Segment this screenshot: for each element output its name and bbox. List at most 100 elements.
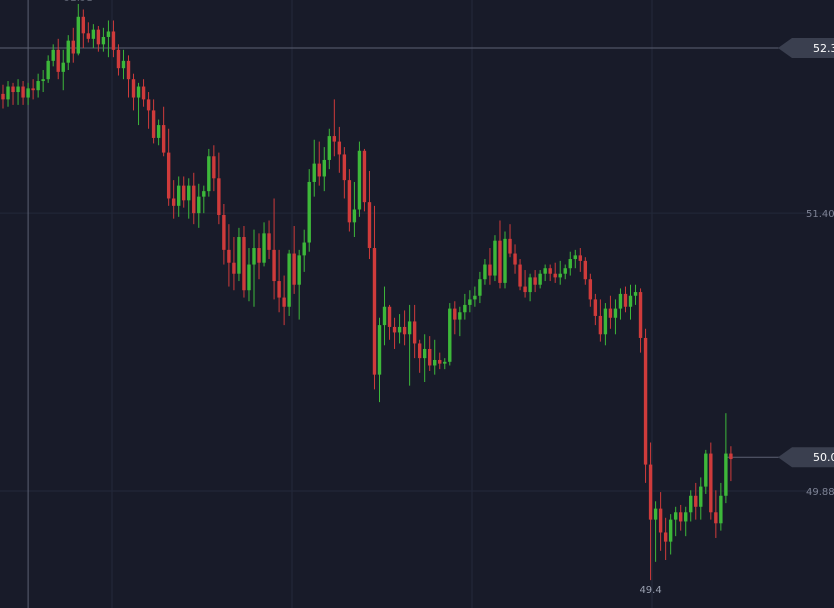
candle-body — [272, 249, 276, 282]
candle — [126, 55, 131, 98]
candle-body — [41, 79, 45, 82]
candle-body — [347, 180, 352, 223]
candle — [36, 73, 40, 98]
candle — [548, 264, 552, 282]
candle-body — [468, 299, 472, 305]
candle — [141, 79, 146, 107]
candle-body — [593, 299, 598, 316]
candle-body — [367, 202, 372, 249]
candle — [287, 249, 291, 316]
candle-body — [166, 152, 171, 199]
candle-body — [392, 326, 397, 333]
candle-body — [61, 62, 65, 72]
candle — [613, 299, 618, 335]
candle-body — [473, 295, 477, 300]
candle-body — [503, 238, 507, 283]
candle — [453, 301, 457, 335]
candle — [543, 264, 547, 282]
candle — [277, 249, 281, 313]
candle-body — [362, 150, 367, 203]
candle-body — [242, 237, 246, 291]
candle — [212, 145, 216, 192]
candle — [21, 81, 25, 105]
candle — [608, 295, 613, 329]
candle-body — [428, 348, 432, 366]
candle — [262, 222, 266, 267]
candle — [382, 286, 387, 346]
candle — [302, 229, 306, 272]
candle — [729, 446, 733, 482]
candle-body — [76, 16, 80, 54]
candle — [56, 38, 60, 80]
candle — [352, 181, 357, 238]
candle — [377, 317, 382, 403]
candle-body — [653, 508, 658, 520]
candle-body — [322, 159, 326, 177]
candle-body — [106, 31, 111, 37]
candle-body — [719, 495, 723, 524]
candle — [86, 22, 91, 43]
candle — [663, 517, 668, 561]
candle — [187, 178, 191, 219]
candle — [6, 81, 10, 107]
candle — [347, 169, 352, 232]
candle — [217, 152, 221, 225]
candle — [106, 20, 111, 58]
candle-body — [1, 93, 5, 100]
candle-body — [483, 264, 487, 280]
candle — [101, 27, 106, 52]
candle-body — [714, 512, 718, 524]
candle-body — [658, 508, 663, 533]
candle-body — [46, 60, 50, 80]
candle-body — [302, 242, 306, 256]
candle — [41, 70, 45, 93]
candle — [528, 273, 532, 302]
candle — [533, 270, 537, 293]
candle-body — [111, 31, 116, 50]
candle-body — [6, 86, 10, 100]
candle-body — [237, 237, 241, 274]
candle — [247, 248, 251, 302]
candle — [407, 304, 412, 386]
candle-body — [538, 273, 542, 285]
candle — [598, 299, 603, 342]
candle — [66, 35, 70, 71]
candle — [16, 79, 20, 105]
candle-body — [101, 36, 106, 45]
candle — [392, 317, 397, 349]
candle-body — [91, 29, 96, 39]
candle-body — [463, 304, 467, 313]
candle — [81, 9, 86, 48]
candle — [468, 290, 472, 313]
candle — [146, 92, 151, 129]
candle — [96, 25, 101, 52]
candle — [513, 244, 517, 274]
candle-body — [171, 198, 176, 206]
candle-body — [96, 29, 101, 45]
candle-body — [156, 125, 161, 138]
candle — [448, 303, 452, 366]
candle — [603, 303, 608, 346]
candle-body — [161, 125, 166, 153]
candle-body — [613, 308, 618, 318]
candle-body — [673, 512, 678, 520]
candle-body — [689, 495, 693, 513]
candle — [724, 413, 728, 504]
candle — [297, 249, 301, 320]
candle-body — [628, 295, 633, 307]
candle — [573, 249, 577, 269]
price-tag-label: 50.0 — [813, 451, 834, 464]
candle-body — [337, 141, 342, 155]
candle — [292, 226, 296, 294]
candle — [719, 482, 723, 531]
price-tag-shape — [778, 447, 834, 468]
candle — [563, 264, 567, 280]
price-tag-label: 52.3 — [813, 42, 834, 55]
candle — [257, 233, 261, 280]
candle-body — [151, 110, 156, 138]
candle — [272, 198, 276, 300]
price-tag: 52.3 — [778, 38, 834, 58]
candle-body — [724, 453, 728, 496]
